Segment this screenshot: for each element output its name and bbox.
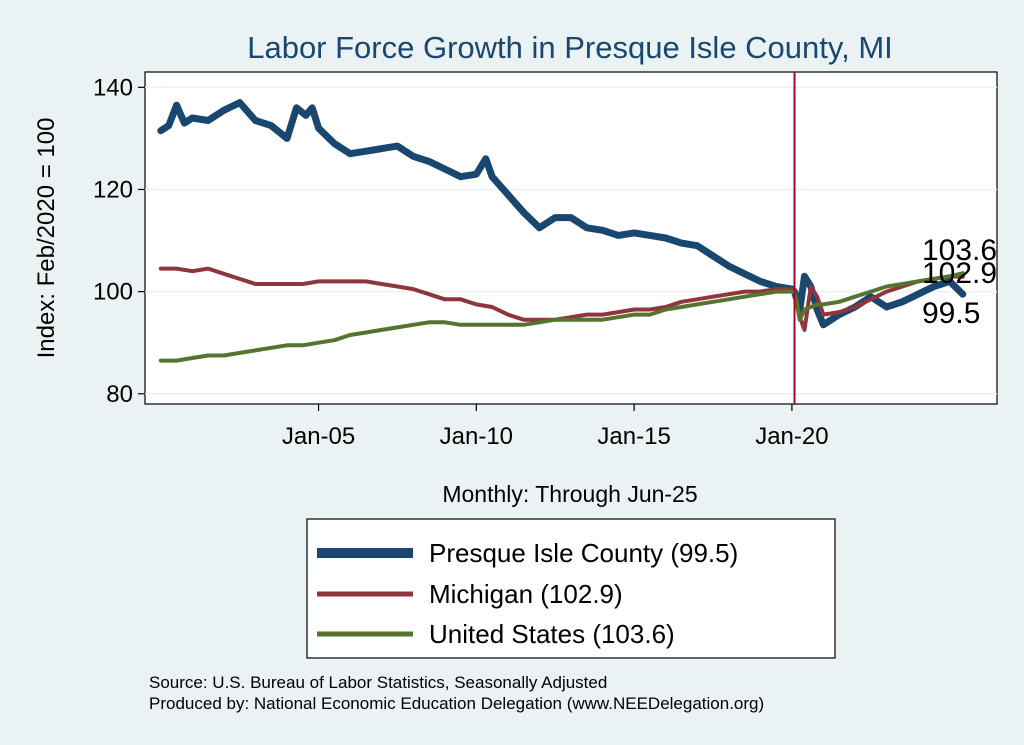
legend-label: Michigan (102.9) bbox=[429, 579, 623, 609]
y-tick-label: 80 bbox=[106, 381, 133, 408]
grid-layer bbox=[145, 86, 997, 395]
series-line-1 bbox=[158, 266, 965, 332]
series-line-2 bbox=[158, 271, 965, 363]
x-axis-title: Monthly: Through Jun-25 bbox=[442, 481, 697, 507]
x-tick-label: Jan-20 bbox=[755, 423, 828, 450]
x-tick-label: Jan-10 bbox=[440, 423, 513, 450]
legend-entries: Presque Isle County (99.5) Michigan (102.… bbox=[317, 538, 738, 649]
end-value-label: 103.6 bbox=[922, 234, 997, 267]
plot-area bbox=[144, 71, 998, 405]
chart-title: Labor Force Growth in Presque Isle Count… bbox=[247, 30, 893, 65]
legend-label: United States (103.6) bbox=[429, 619, 675, 649]
end-value-label: 99.5 bbox=[922, 297, 980, 330]
series-line-0 bbox=[157, 99, 967, 329]
source-note: Source: U.S. Bureau of Labor Statistics,… bbox=[149, 673, 607, 692]
y-tick-label: 100 bbox=[93, 279, 133, 306]
series-layer bbox=[157, 99, 967, 363]
end-value-label: 102.9 bbox=[922, 257, 997, 290]
produced-by-note: Produced by: National Economic Education… bbox=[149, 694, 764, 713]
x-tick-label: Jan-15 bbox=[597, 423, 670, 450]
y-axis-title: Index: Feb/2020 = 100 bbox=[33, 118, 60, 359]
y-tick-label: 120 bbox=[93, 176, 133, 203]
x-tick-label: Jan-05 bbox=[282, 423, 355, 450]
legend: Presque Isle County (99.5) Michigan (102.… bbox=[306, 518, 836, 659]
y-tick-label: 140 bbox=[93, 74, 133, 101]
axis-layer: 80 100 120 140 Jan-05 Jan-10 Jan-15 Jan-20 bbox=[93, 74, 829, 450]
legend-label: Presque Isle County (99.5) bbox=[429, 538, 738, 568]
